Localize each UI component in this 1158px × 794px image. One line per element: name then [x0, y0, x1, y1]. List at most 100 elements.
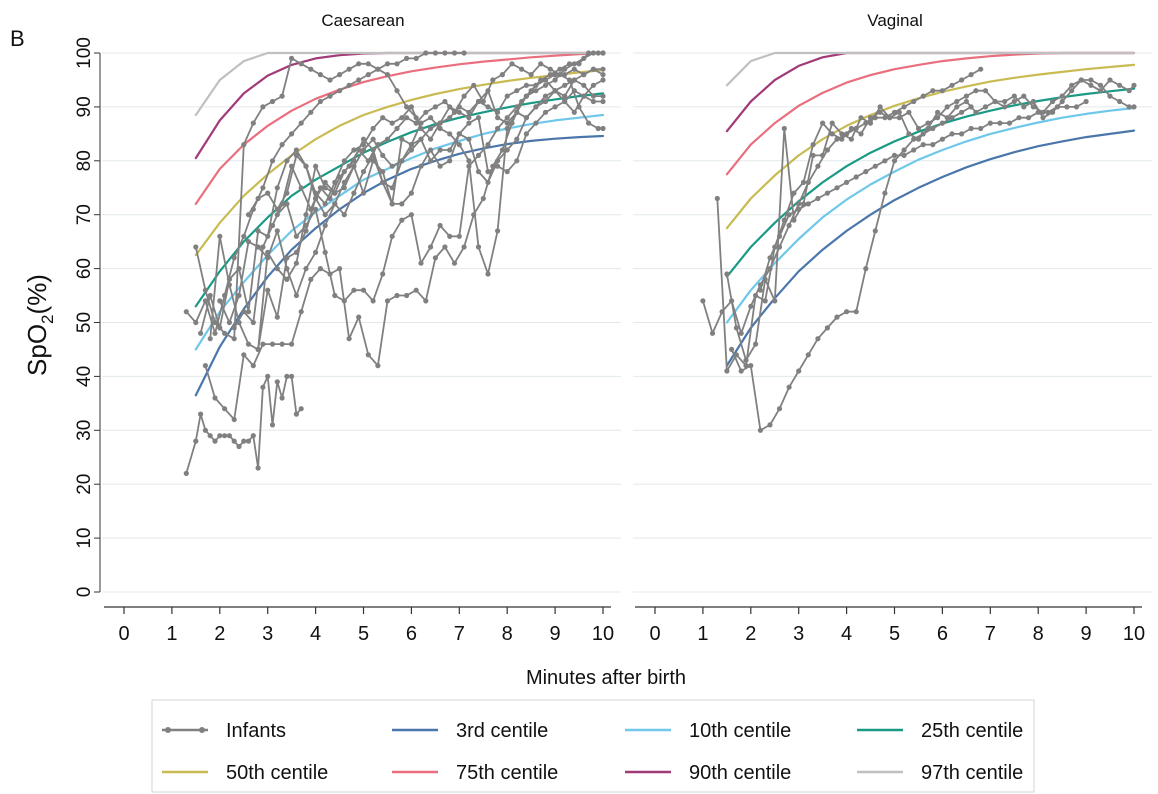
infant-point — [504, 125, 510, 132]
infant-point — [901, 152, 907, 158]
infant-point — [298, 309, 304, 315]
infant-point — [791, 217, 797, 223]
infant-point — [542, 82, 549, 88]
infant-point — [1040, 115, 1046, 121]
infant-point — [308, 109, 314, 115]
infant-point — [442, 244, 448, 250]
infant-point — [853, 309, 859, 315]
infant-point — [332, 201, 338, 207]
infant-point — [911, 98, 917, 105]
infant-point — [959, 109, 965, 115]
infant-point — [408, 190, 414, 196]
infant-point — [920, 142, 926, 148]
infant-point — [413, 120, 419, 126]
infant-point — [332, 190, 338, 196]
infant-point — [562, 66, 568, 72]
infant-point — [915, 125, 922, 132]
y-tick-label: 20 — [74, 474, 95, 495]
y-tick-label: 60 — [74, 258, 95, 279]
infant-point — [360, 147, 367, 153]
infant-line — [185, 375, 302, 474]
infant-point — [906, 131, 912, 137]
infant-point — [442, 50, 448, 56]
infant-point — [714, 195, 720, 202]
infant-point — [485, 179, 491, 185]
infant-point — [346, 163, 352, 169]
y-tick-label: 90 — [74, 96, 95, 117]
infant-point — [499, 72, 505, 78]
infant-point — [274, 185, 280, 191]
infant-point — [394, 61, 400, 67]
infant-point — [250, 319, 256, 326]
infant-point — [351, 190, 357, 196]
infant-point — [724, 368, 730, 374]
infant-point — [399, 115, 405, 121]
infant-point — [877, 109, 883, 115]
infant-point — [231, 416, 237, 423]
infant-point — [1097, 88, 1104, 94]
infant-point — [341, 298, 347, 304]
infant-point — [341, 185, 347, 191]
infant-point — [982, 88, 989, 94]
infant-point — [384, 298, 391, 304]
legend-item-c97: 97th centile — [857, 762, 1023, 784]
infant-point — [882, 158, 888, 164]
infant-point — [394, 88, 400, 94]
infant-point — [423, 50, 429, 56]
centile-line-c97 — [725, 51, 1136, 87]
infant-point — [279, 341, 285, 347]
infant-point — [1088, 82, 1094, 88]
infant-point — [399, 136, 405, 142]
infant-point — [380, 179, 386, 185]
infant-point — [451, 109, 458, 115]
panel-label: B — [10, 26, 25, 51]
infant-point — [891, 158, 898, 164]
infant-point — [365, 158, 371, 164]
infant-point — [217, 233, 223, 239]
infant-point — [552, 77, 558, 83]
infant-point — [428, 115, 434, 121]
infant-point — [738, 368, 744, 374]
infant-point — [241, 352, 247, 358]
infant-point — [590, 50, 597, 56]
infant-point — [504, 93, 510, 99]
infant-point — [418, 120, 424, 126]
infant-point — [231, 336, 237, 342]
infant-point — [700, 298, 706, 304]
infant-point — [963, 93, 970, 99]
infant-point — [226, 319, 232, 326]
x-tick-label: 6 — [406, 623, 417, 645]
infant-point — [370, 125, 376, 132]
infant-point — [193, 319, 199, 326]
infant-point — [485, 104, 491, 110]
infant-point — [475, 98, 482, 105]
y-axis-title-suffix: (%) — [22, 274, 52, 314]
x-tick-label: 10 — [1123, 623, 1145, 645]
infant-point — [738, 330, 744, 336]
infant-point — [437, 222, 443, 229]
infant-point — [944, 104, 950, 110]
infant-point — [236, 266, 242, 272]
infant-point — [274, 228, 280, 234]
infant-point — [212, 319, 218, 326]
infant-point — [480, 98, 486, 105]
infant-point — [480, 195, 486, 202]
infant-point — [949, 131, 955, 137]
centile-line-c25 — [194, 92, 605, 308]
infant-point — [245, 309, 252, 315]
infant-point — [600, 125, 606, 132]
infant-trajectory — [202, 50, 606, 423]
infant-point — [408, 147, 414, 153]
infant-point — [872, 163, 878, 169]
infant-point — [772, 298, 778, 304]
infant-point — [810, 152, 816, 158]
infant-point — [360, 287, 367, 293]
infant-point — [241, 309, 247, 315]
infant-point — [968, 125, 974, 132]
infant-point — [389, 201, 395, 207]
infant-point — [284, 158, 290, 164]
infant-point — [466, 158, 472, 164]
infant-point — [590, 98, 597, 105]
infant-point — [322, 222, 328, 229]
infant-point — [528, 72, 534, 78]
